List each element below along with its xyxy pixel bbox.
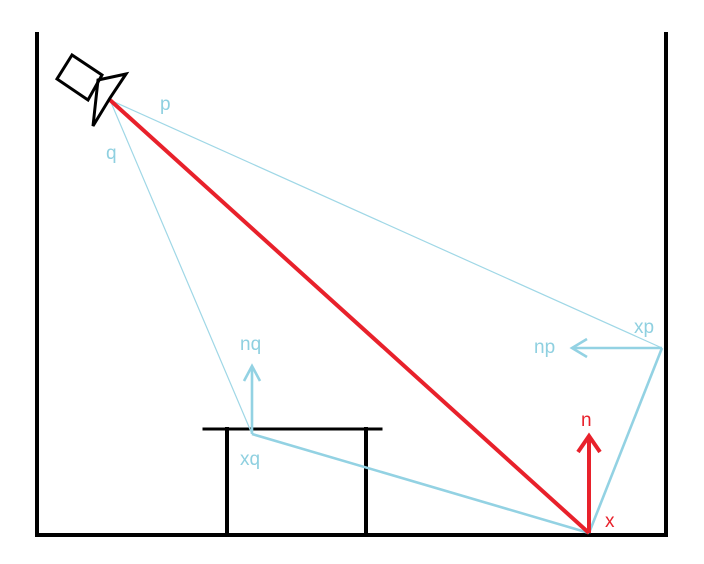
spotlight-icon	[54, 52, 130, 127]
label-xq: xq	[240, 449, 260, 470]
path-xq-to-x	[251, 432, 590, 535]
nq-arrow-head	[242, 363, 262, 382]
normal-nq	[242, 363, 262, 434]
ray-q	[109, 99, 253, 435]
n-arrow-head	[576, 432, 602, 454]
light-paths	[109, 99, 664, 535]
np-arrow-head	[569, 337, 588, 359]
label-np: np	[534, 337, 555, 358]
spotlight-body	[54, 52, 104, 103]
path-xp-to-x	[587, 347, 664, 534]
label-xp: xp	[634, 317, 654, 338]
label-p: p	[160, 94, 171, 115]
table	[202, 427, 383, 537]
normal-np	[569, 337, 662, 359]
label-x: x	[605, 511, 615, 532]
label-q: q	[106, 143, 117, 164]
label-nq: nq	[240, 334, 261, 355]
ray-p	[109, 99, 663, 349]
label-n: n	[581, 410, 592, 431]
room-outline	[35, 32, 668, 537]
spotlight-cone	[91, 71, 130, 127]
direct-light-path	[108, 98, 591, 535]
normal-n	[576, 432, 602, 533]
